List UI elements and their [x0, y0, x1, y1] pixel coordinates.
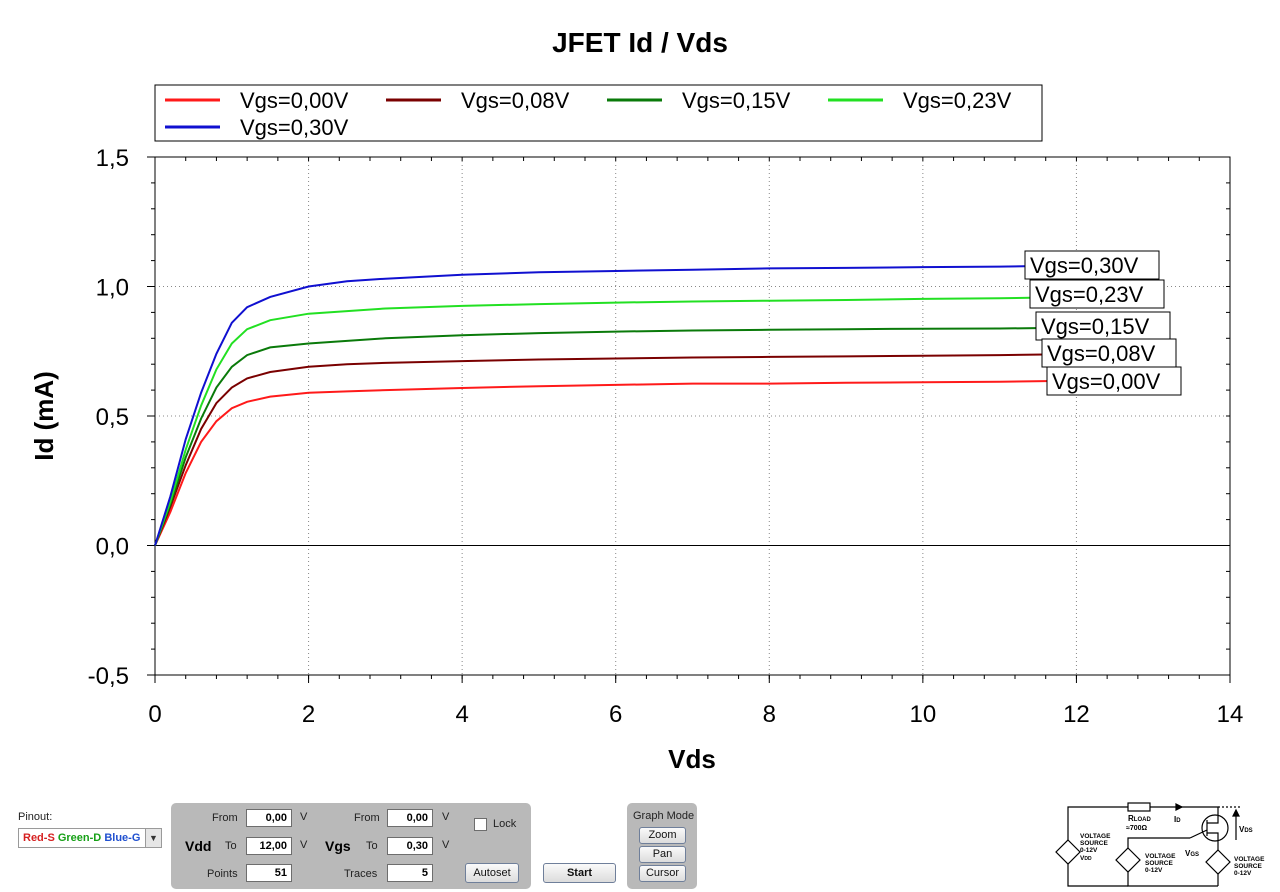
- vgs-schematic-label: VGS: [1185, 849, 1199, 858]
- pinout-blue: Blue-G: [104, 832, 141, 844]
- svg-text:SOURCE: SOURCE: [1234, 863, 1262, 870]
- graph-mode-label: Graph Mode: [633, 810, 695, 822]
- x-tick-label: 12: [1063, 701, 1090, 728]
- legend-entry: Vgs=0,30V: [240, 115, 349, 140]
- end-label-box: [1046, 366, 1182, 396]
- series-end-label: Vgs=0,08V: [1041, 338, 1177, 368]
- plot-frame: [154, 156, 1231, 676]
- x-tick-label: 14: [1217, 701, 1244, 728]
- pinout-select[interactable]: Red-S Green-D Blue-G ▼: [18, 828, 162, 848]
- end-label-box: [1024, 250, 1160, 280]
- source1-text: VOLTAGE SOURCE 0-12V VDD: [1080, 833, 1111, 862]
- legend-entry: Vgs=0,23V: [903, 88, 1012, 113]
- svg-text:VOLTAGE: VOLTAGE: [1080, 833, 1111, 840]
- vgs-from-label: From: [354, 812, 380, 824]
- traces-input[interactable]: 5: [387, 864, 433, 882]
- x-tick-label: 6: [609, 701, 622, 728]
- pinout-green: Green-D: [57, 832, 102, 844]
- id-label: ID: [1174, 815, 1181, 824]
- circuit-schematic: RLOAD ≈700Ω ID VDS VGS VOLTAGE SOURCE 0-…: [1055, 802, 1265, 887]
- series-line: [154, 353, 1054, 546]
- vgs-from-unit: V: [442, 811, 450, 823]
- vdd-from-unit: V: [300, 811, 308, 823]
- chart-title: JFET Id / Vds: [552, 27, 728, 58]
- y-tick-label: 1,5: [96, 145, 129, 172]
- traces-label: Traces: [344, 868, 378, 880]
- end-label-text: Vgs=0,08V: [1047, 341, 1156, 366]
- series-end-label: Vgs=0,23V: [1029, 279, 1165, 309]
- rload-label: RLOAD: [1128, 814, 1151, 823]
- end-label-box: [1041, 338, 1177, 368]
- y-axis-label: Id (mA): [29, 371, 59, 461]
- start-button[interactable]: Start: [543, 863, 616, 883]
- lock-checkbox[interactable]: [474, 818, 487, 831]
- legend: Vgs=0,00V Vgs=0,08V Vgs=0,15V Vgs=0,23V Vgs=…: [154, 84, 1043, 142]
- points-label: Points: [207, 868, 238, 880]
- end-label-text: Vgs=0,30V: [1030, 253, 1139, 278]
- series-end-label: Vgs=0,30V: [1024, 250, 1160, 280]
- autoset-button[interactable]: Autoset: [465, 863, 519, 883]
- x-tick-label: 0: [148, 701, 161, 728]
- lock-label: Lock: [493, 818, 517, 830]
- vgs-label: Vgs: [325, 838, 351, 854]
- chart[interactable]: JFET Id / Vds Vgs=0,00V Vgs=0,08V Vgs=0,15…: [0, 0, 1280, 800]
- end-label-box: [1029, 279, 1165, 309]
- pinout-label: Pinout:: [18, 811, 53, 823]
- vdd-from-label: From: [212, 812, 238, 824]
- x-tick-label: 4: [455, 701, 468, 728]
- source3-text: VOLTAGE SOURCE 0-12V: [1234, 856, 1265, 877]
- vdd-to-unit: V: [300, 839, 308, 851]
- points-input[interactable]: 51: [246, 864, 292, 882]
- legend-entry: Vgs=0,08V: [461, 88, 570, 113]
- y-tick-label: -0,5: [88, 663, 129, 690]
- zoom-button[interactable]: Zoom: [639, 827, 686, 844]
- y-tick-label: 0,0: [96, 534, 129, 561]
- svg-text:0-12V: 0-12V: [1080, 847, 1098, 854]
- vdd-label: Vdd: [185, 838, 212, 854]
- svg-text:SOURCE: SOURCE: [1080, 840, 1108, 847]
- pan-button[interactable]: Pan: [639, 846, 686, 863]
- vgs-from-input[interactable]: 0,00: [387, 809, 433, 827]
- chevron-down-icon[interactable]: ▼: [145, 829, 161, 847]
- source2-text: VOLTAGE SOURCE 0-12V: [1145, 853, 1176, 874]
- vgs-to-input[interactable]: 0,30: [387, 837, 433, 855]
- control-panel: Pinout: Red-S Green-D Blue-G ▼ From 0,00…: [0, 800, 1280, 892]
- y-tick-label: 1,0: [96, 275, 129, 302]
- x-tick-label: 2: [302, 701, 315, 728]
- plot-area[interactable]: 0 2 4 6 8 10 12 14 -0,5 0,0 0,5 1,0 1,5 Vgs=0,30V Vgs=…: [88, 145, 1244, 728]
- legend-box: [154, 84, 1043, 142]
- series-line: [154, 326, 1054, 546]
- series-line: [154, 296, 1054, 546]
- x-axis-label: Vds: [668, 744, 716, 774]
- series-line: [154, 380, 1054, 546]
- end-label-text: Vgs=0,23V: [1035, 282, 1144, 307]
- vgs-to-label: To: [366, 840, 378, 852]
- legend-entry: Vgs=0,00V: [240, 88, 349, 113]
- vgs-to-unit: V: [442, 839, 450, 851]
- vdd-to-input[interactable]: 12,00: [246, 837, 292, 855]
- series-end-label: Vgs=0,00V: [1046, 366, 1182, 396]
- rload-value: ≈700Ω: [1126, 825, 1148, 832]
- end-label-text: Vgs=0,15V: [1041, 314, 1150, 339]
- x-tick-label: 8: [763, 701, 776, 728]
- svg-text:SOURCE: SOURCE: [1145, 860, 1173, 867]
- pinout-red: Red-S: [23, 832, 55, 844]
- cursor-button[interactable]: Cursor: [639, 865, 686, 882]
- svg-text:0-12V: 0-12V: [1145, 867, 1163, 874]
- svg-text:VDD: VDD: [1080, 855, 1092, 862]
- end-label-box: [1035, 311, 1171, 341]
- vds-label: VDS: [1239, 825, 1253, 834]
- vdd-to-label: To: [225, 840, 237, 852]
- vdd-from-input[interactable]: 0,00: [246, 809, 292, 827]
- svg-text:VOLTAGE: VOLTAGE: [1145, 853, 1176, 860]
- series-line: [154, 264, 1054, 546]
- legend-entry: Vgs=0,15V: [682, 88, 791, 113]
- svg-text:VOLTAGE: VOLTAGE: [1234, 856, 1265, 863]
- series-end-label: Vgs=0,15V: [1035, 311, 1171, 341]
- y-tick-label: 0,5: [96, 404, 129, 431]
- x-tick-label: 10: [910, 701, 937, 728]
- end-label-text: Vgs=0,00V: [1052, 369, 1161, 394]
- svg-text:0-12V: 0-12V: [1234, 870, 1252, 877]
